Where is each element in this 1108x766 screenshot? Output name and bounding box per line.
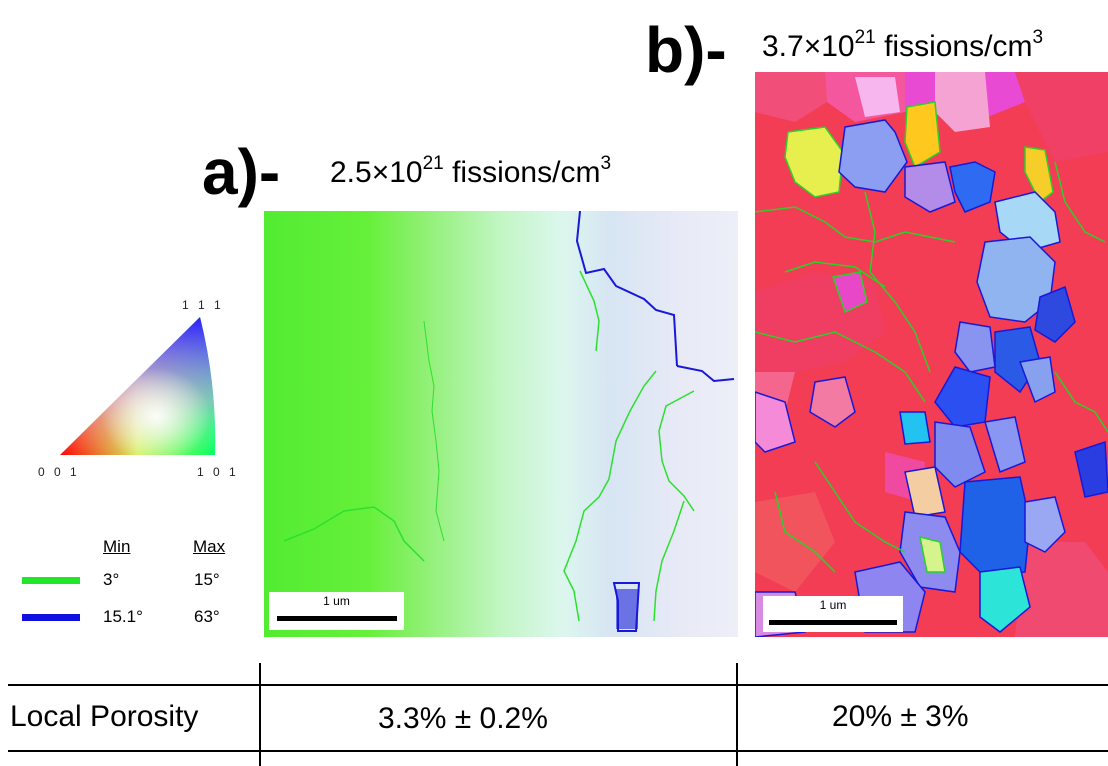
ebsd-map-panel-a: 1 um [264,211,738,637]
ipf-triangle [60,317,216,455]
table-top-rule [8,684,1108,686]
ipf-label-111: 1 1 1 [182,298,224,312]
panel-a-caption-unit-exponent: 3 [600,153,612,174]
panel-a-letter: a)- [202,136,281,208]
legend-swatch-low-angle [22,577,80,584]
panel-b-grains [755,72,1108,637]
legend-max-header: Max [193,537,226,556]
panel-b-scalebar: 1 um [763,596,903,632]
legend-min-header: Min [103,537,131,556]
panel-a-scalebar-label: 1 um [323,594,350,608]
table-row-label: Local Porosity [10,700,199,733]
panel-a-caption-exponent: 21 [422,153,444,174]
panel-a-scalebar-line [277,616,397,621]
panel-b-letter: b)- [645,14,727,86]
table-bottom-rule [8,750,1108,752]
table-divider-1 [259,663,261,766]
panel-b-caption-exponent: 21 [854,27,876,48]
ipf-label-001: 0 0 1 [38,465,80,479]
panel-b-caption-unit-exponent: 3 [1032,27,1044,48]
panel-a-scalebar: 1 um [269,592,404,630]
legend-low-angle-min: 3° [103,570,120,589]
table-value-panel-b: 20% ± 3% [832,700,969,733]
panel-b-caption: 3.7×1021 fissions/cm3 [762,28,1043,63]
panel-b-scalebar-line [769,620,897,625]
panel-b-caption-prefix: 3.7×10 [762,30,855,63]
panel-a-caption: 2.5×1021 fissions/cm3 [330,154,611,189]
ipf-label-101: 1 0 1 [197,465,239,479]
legend-high-angle-min: 15.1° [103,607,143,626]
ebsd-map-panel-b: 1 um [755,72,1108,637]
panel-b-caption-mid: fissions/cm [875,30,1033,63]
panel-a-grain-boundaries [283,211,735,632]
panel-b-scalebar-label: 1 um [819,598,847,612]
table-divider-2 [736,663,738,766]
panel-a-caption-prefix: 2.5×10 [330,156,423,189]
table-value-panel-a: 3.3% ± 0.2% [378,702,548,735]
panel-a-caption-mid: fissions/cm [443,156,601,189]
legend-high-angle-max: 63° [194,607,220,626]
legend-low-angle-max: 15° [194,570,220,589]
legend-swatch-high-angle [22,614,80,621]
ipf-color-key [52,315,224,460]
